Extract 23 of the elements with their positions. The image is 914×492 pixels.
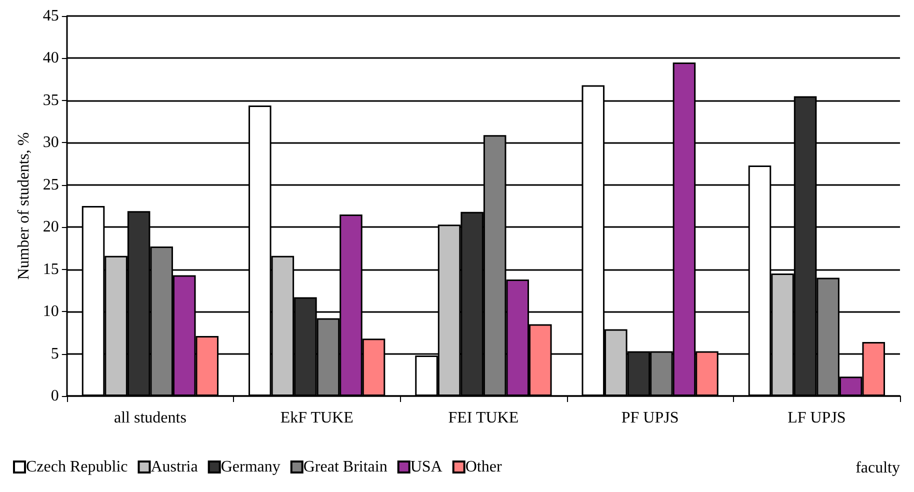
legend-label: USA bbox=[410, 458, 443, 476]
y-tick-label: 45 bbox=[42, 8, 59, 24]
x-tick-label: FEI TUKE bbox=[448, 410, 519, 426]
x-tick-label: PF UPJS bbox=[621, 410, 679, 426]
legend-label: Great Britain bbox=[303, 458, 388, 476]
legend-label: Germany bbox=[220, 458, 280, 476]
y-tick-label: 35 bbox=[42, 92, 59, 109]
y-tick-label: 25 bbox=[42, 176, 59, 194]
y-tick-label: 5 bbox=[50, 345, 59, 362]
y-tick-label: 10 bbox=[42, 303, 59, 320]
y-tick-label: 15 bbox=[42, 260, 59, 278]
y-axis-title: Number of students, % bbox=[16, 132, 32, 280]
x-tick-label: LF UPJS bbox=[788, 410, 846, 426]
y-tick-label: 0 bbox=[50, 388, 59, 404]
x-tick-label: EkF TUKE bbox=[280, 410, 354, 426]
legend-label: Austria bbox=[150, 458, 198, 476]
y-tick-label: 30 bbox=[42, 134, 59, 152]
y-tick-label: 20 bbox=[42, 218, 59, 236]
x-tick-label: all students bbox=[114, 410, 186, 426]
x-axis-title: faculty bbox=[856, 460, 900, 476]
legend-label: Other bbox=[465, 458, 502, 476]
legend-label: Czech Republic bbox=[26, 458, 128, 476]
y-tick-label: 40 bbox=[42, 50, 59, 67]
